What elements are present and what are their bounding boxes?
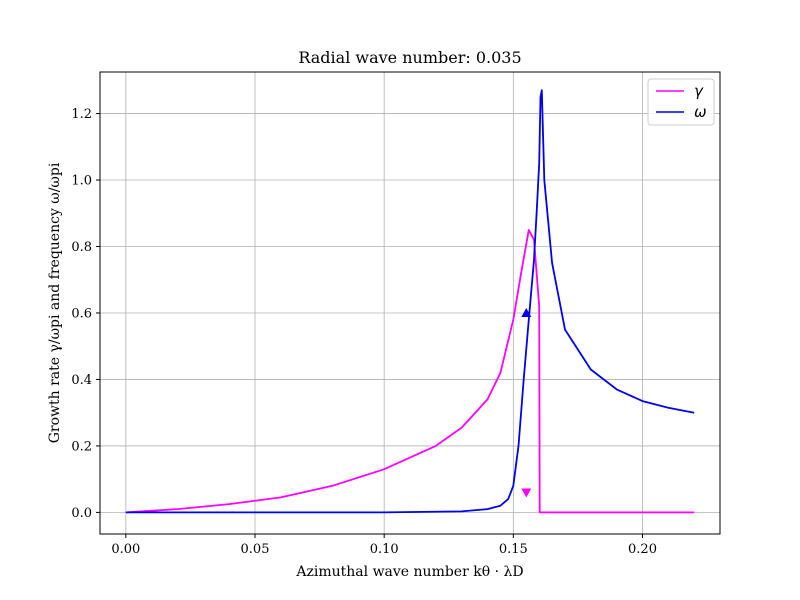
y-tick-label: 0.6 <box>71 306 92 321</box>
series-gamma-line <box>125 228 695 514</box>
plot-markers <box>521 308 532 498</box>
y-axis-label-text: Growth rate γ/ωpi and frequency ω/ωpi <box>47 162 63 443</box>
plot-series <box>125 89 695 514</box>
x-tick-label: 0.05 <box>241 542 270 557</box>
legend-omega-label: ω <box>694 103 707 121</box>
y-axis-label: Growth rate γ/ωpi and frequency ω/ωpi <box>47 162 63 443</box>
y-tick-label: 1.2 <box>71 107 92 122</box>
x-axis-ticks: 0.00 0.05 0.10 0.15 0.20 <box>111 534 657 557</box>
legend-gamma-label: γ <box>694 82 704 100</box>
x-tick-label: 0.10 <box>370 542 399 557</box>
y-tick-label: 0.4 <box>71 373 92 388</box>
axes-frame <box>99 71 721 535</box>
x-axis-label-text: Azimuthal wave number kθ · λD <box>295 564 523 580</box>
legend: γ ω <box>647 78 715 126</box>
gamma-triangle-marker <box>521 488 532 498</box>
y-tick-label: 0.0 <box>71 506 92 521</box>
y-tick-label: 1.0 <box>71 174 92 189</box>
chart-title: Radial wave number: 0.035 <box>298 48 521 67</box>
y-tick-label: 0.2 <box>71 439 92 454</box>
series-omega-line <box>125 89 695 514</box>
omega-triangle-marker <box>521 308 532 317</box>
x-tick-label: 0.20 <box>628 542 657 557</box>
x-axis-label: Azimuthal wave number kθ · λD <box>295 564 523 580</box>
grid <box>100 72 720 534</box>
x-tick-label: 0.15 <box>499 542 528 557</box>
y-tick-label: 0.8 <box>71 240 92 255</box>
x-tick-label: 0.00 <box>111 542 140 557</box>
y-axis-ticks: 0.0 0.2 0.4 0.6 0.8 1.0 1.2 <box>71 107 100 521</box>
